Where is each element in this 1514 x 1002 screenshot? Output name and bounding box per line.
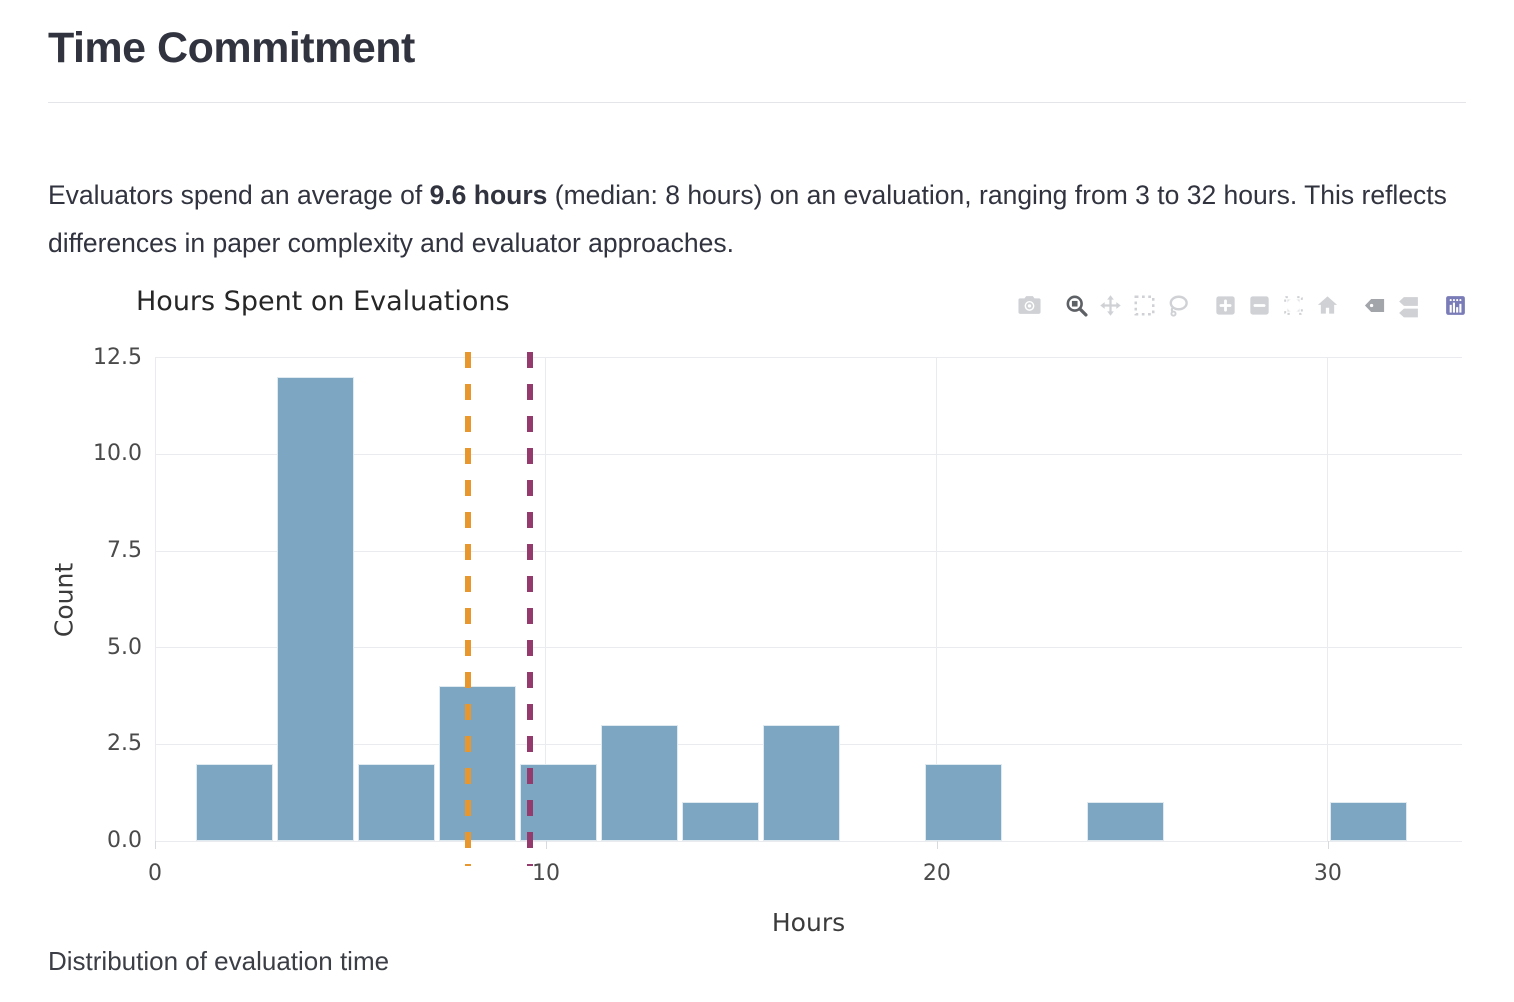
intro-paragraph: Evaluators spend an average of 9.6 hours…	[48, 171, 1472, 267]
plotly-modebar	[995, 292, 1468, 318]
download-plot-camera-icon[interactable]	[1016, 292, 1042, 318]
zoom-out-icon[interactable]	[1246, 292, 1272, 318]
histogram-bar[interactable]	[763, 725, 840, 841]
gridline-y	[155, 453, 1462, 455]
histogram-bar[interactable]	[358, 763, 435, 841]
histogram-bar[interactable]	[1087, 802, 1164, 841]
box-select-icon[interactable]	[1131, 292, 1157, 318]
histogram-bar[interactable]	[601, 725, 678, 841]
plot-area[interactable]	[154, 352, 1462, 866]
reference-line-mean	[527, 352, 534, 866]
x-tick-label: 0	[148, 861, 162, 886]
x-tick-label: 30	[1313, 861, 1342, 886]
y-axis-title: Count	[49, 562, 79, 638]
gridline-x	[936, 358, 938, 841]
hover-closest-icon[interactable]	[1361, 292, 1387, 318]
autoscale-icon[interactable]	[1280, 292, 1306, 318]
chart-caption: Distribution of evaluation time	[48, 946, 390, 976]
modebar-group	[1063, 292, 1191, 318]
hover-compare-icon[interactable]	[1395, 292, 1421, 318]
x-tick-mark	[1327, 841, 1329, 849]
zoom-in-icon[interactable]	[1212, 292, 1238, 318]
page-title: Time Commitment	[48, 24, 415, 72]
modebar-group	[1361, 292, 1421, 318]
pan-icon[interactable]	[1097, 292, 1123, 318]
intro-text-before: Evaluators spend an average of	[48, 179, 430, 210]
gridline-y	[155, 840, 1462, 842]
plotly-logo-icon[interactable]	[1442, 292, 1468, 318]
title-divider	[48, 102, 1466, 103]
intro-text-after: (median: 8 hours) on an evaluation, rang…	[48, 179, 1447, 258]
intro-text-bold: 9.6 hours	[429, 179, 548, 210]
y-tick-label: 10.0	[93, 441, 142, 467]
x-tick-label: 10	[531, 861, 560, 886]
y-tick-label: 12.5	[93, 344, 142, 370]
chart-title: Hours Spent on Evaluations	[136, 286, 510, 317]
x-tick-mark	[936, 841, 938, 849]
reference-line-median	[464, 352, 471, 866]
histogram-bar[interactable]	[439, 686, 516, 841]
x-axis-title: Hours	[771, 908, 846, 937]
gridline-x	[545, 358, 547, 841]
x-axis-tick-marks	[155, 841, 1462, 851]
x-tick-mark	[545, 841, 547, 849]
modebar-group	[1442, 292, 1468, 318]
gridline-y	[155, 550, 1462, 552]
y-tick-label: 2.5	[107, 731, 142, 757]
x-axis-labels: 0 10 20 30	[148, 861, 1462, 889]
modebar-group	[1016, 292, 1042, 318]
gridline-y	[155, 357, 1462, 359]
gridline-x	[1327, 358, 1329, 841]
gridline-y	[155, 647, 1462, 649]
histogram-bar[interactable]	[196, 763, 273, 841]
modebar-group	[1212, 292, 1340, 318]
histogram-bar[interactable]	[277, 377, 354, 841]
reset-axes-home-icon[interactable]	[1314, 292, 1340, 318]
y-tick-label: 0.0	[107, 828, 142, 853]
gridline-x	[154, 358, 156, 841]
y-axis-labels: 0.0 2.5 5.0 7.5 10.0 12.5	[40, 345, 142, 852]
lasso-select-icon[interactable]	[1165, 292, 1191, 318]
y-tick-label: 7.5	[107, 538, 142, 564]
x-tick-mark	[155, 841, 156, 849]
histogram-bar[interactable]	[1330, 802, 1407, 841]
x-tick-label: 20	[922, 861, 951, 886]
histogram-bar[interactable]	[682, 802, 759, 841]
y-tick-label: 5.0	[107, 634, 142, 660]
zoom-icon[interactable]	[1063, 292, 1089, 318]
histogram-bar[interactable]	[925, 763, 1002, 841]
